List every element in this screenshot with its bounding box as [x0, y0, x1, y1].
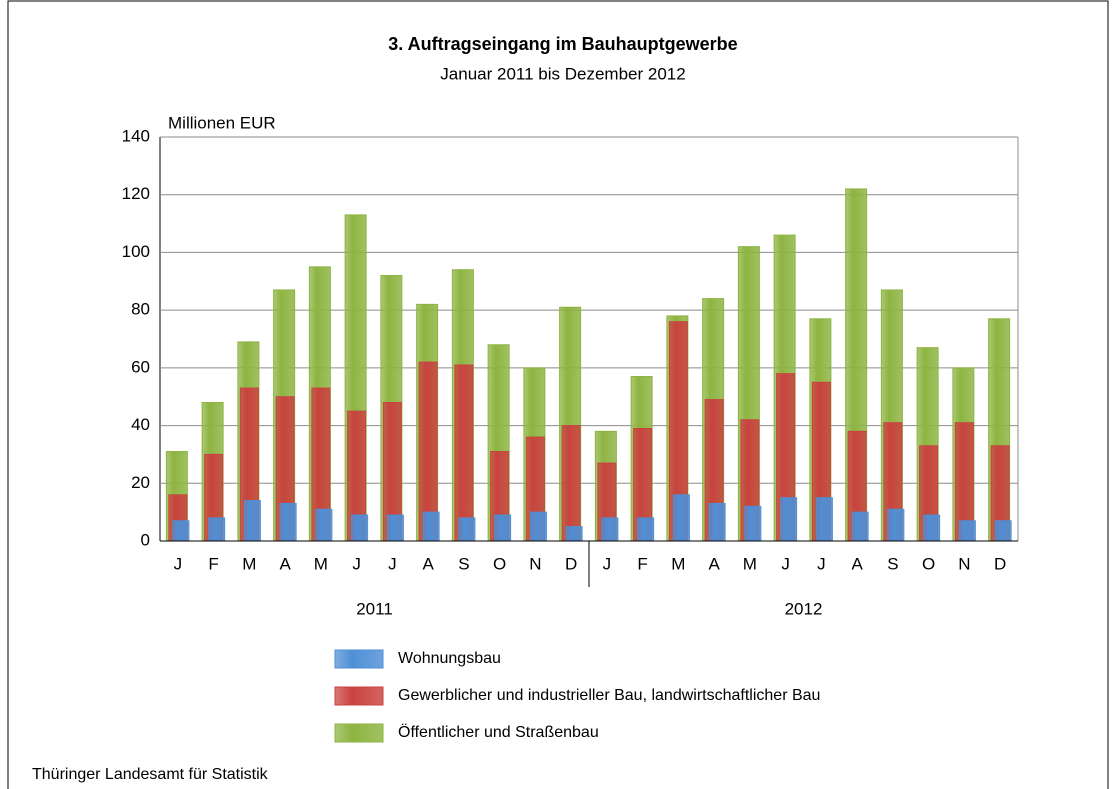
x-tick-label: N	[958, 554, 970, 573]
year-label: 2012	[785, 599, 823, 618]
bar	[351, 514, 369, 542]
bar	[494, 514, 512, 542]
x-tick-label: A	[851, 554, 863, 573]
bar	[458, 517, 476, 542]
y-tick-label: 120	[122, 184, 150, 203]
y-tick-label: 60	[131, 357, 150, 376]
chart-subtitle: Januar 2011 bis Dezember 2012	[440, 64, 685, 83]
bar	[561, 425, 581, 542]
x-tick-label: F	[208, 554, 218, 573]
x-tick-label: J	[174, 554, 183, 573]
y-tick-label: 20	[131, 473, 150, 492]
x-tick-label: D	[565, 554, 577, 573]
x-tick-label: O	[922, 554, 935, 573]
bar	[958, 520, 976, 542]
x-tick-label: A	[279, 554, 291, 573]
y-tick-label: 40	[131, 415, 150, 434]
x-tick-label: S	[887, 554, 898, 573]
y-tick-label: 80	[131, 300, 150, 319]
bar	[994, 520, 1012, 542]
x-tick-label: J	[817, 554, 826, 573]
x-tick-label: F	[637, 554, 647, 573]
source: Thüringer Landesamt für Statistik	[32, 766, 269, 783]
frame	[7, 0, 1109, 789]
x-tick-label: A	[422, 554, 434, 573]
bar	[601, 517, 619, 542]
y-axis-label: Millionen EUR	[168, 113, 276, 132]
bar	[708, 502, 726, 542]
x-tick-label: N	[529, 554, 541, 573]
x-tick-label: M	[743, 554, 757, 573]
bar	[923, 514, 941, 542]
legend-swatch	[334, 649, 384, 669]
bar	[637, 517, 655, 542]
x-tick-label: J	[781, 554, 790, 573]
x-tick-label: M	[242, 554, 256, 573]
legend-label: Wohnungsbau	[398, 650, 501, 667]
y-tick-label: 0	[141, 530, 150, 549]
legend-label: Öffentlicher und Straßenbau	[398, 723, 599, 741]
y-tick-label: 100	[122, 242, 150, 261]
bar	[172, 520, 190, 542]
bar	[851, 511, 869, 542]
y-tick-label: 140	[122, 126, 150, 145]
bar	[422, 511, 440, 542]
x-tick-label: M	[314, 554, 328, 573]
x-tick-label: J	[603, 554, 612, 573]
bar	[529, 511, 547, 542]
bar	[815, 497, 833, 542]
legend-swatch	[334, 723, 384, 743]
bar	[386, 514, 404, 542]
x-tick-label: A	[708, 554, 720, 573]
bar	[887, 508, 905, 542]
x-tick-label: S	[458, 554, 469, 573]
x-tick-label: J	[388, 554, 397, 573]
legend-swatch	[334, 686, 384, 706]
bar	[454, 364, 474, 542]
legend-label: Gewerblicher und industrieller Bau, land…	[398, 687, 820, 704]
year-label: 2011	[356, 599, 393, 618]
bar	[208, 517, 226, 542]
bar	[243, 500, 261, 542]
bar	[279, 502, 297, 542]
x-tick-label: M	[671, 554, 685, 573]
bar	[780, 497, 798, 542]
bar	[744, 505, 762, 542]
bar	[672, 494, 690, 542]
chart-title: 3. Auftragseingang im Bauhauptgewerbe	[388, 34, 737, 54]
bar	[565, 526, 583, 542]
x-tick-label: J	[352, 554, 361, 573]
x-tick-label: D	[994, 554, 1006, 573]
bar	[315, 508, 333, 542]
x-tick-label: O	[493, 554, 506, 573]
